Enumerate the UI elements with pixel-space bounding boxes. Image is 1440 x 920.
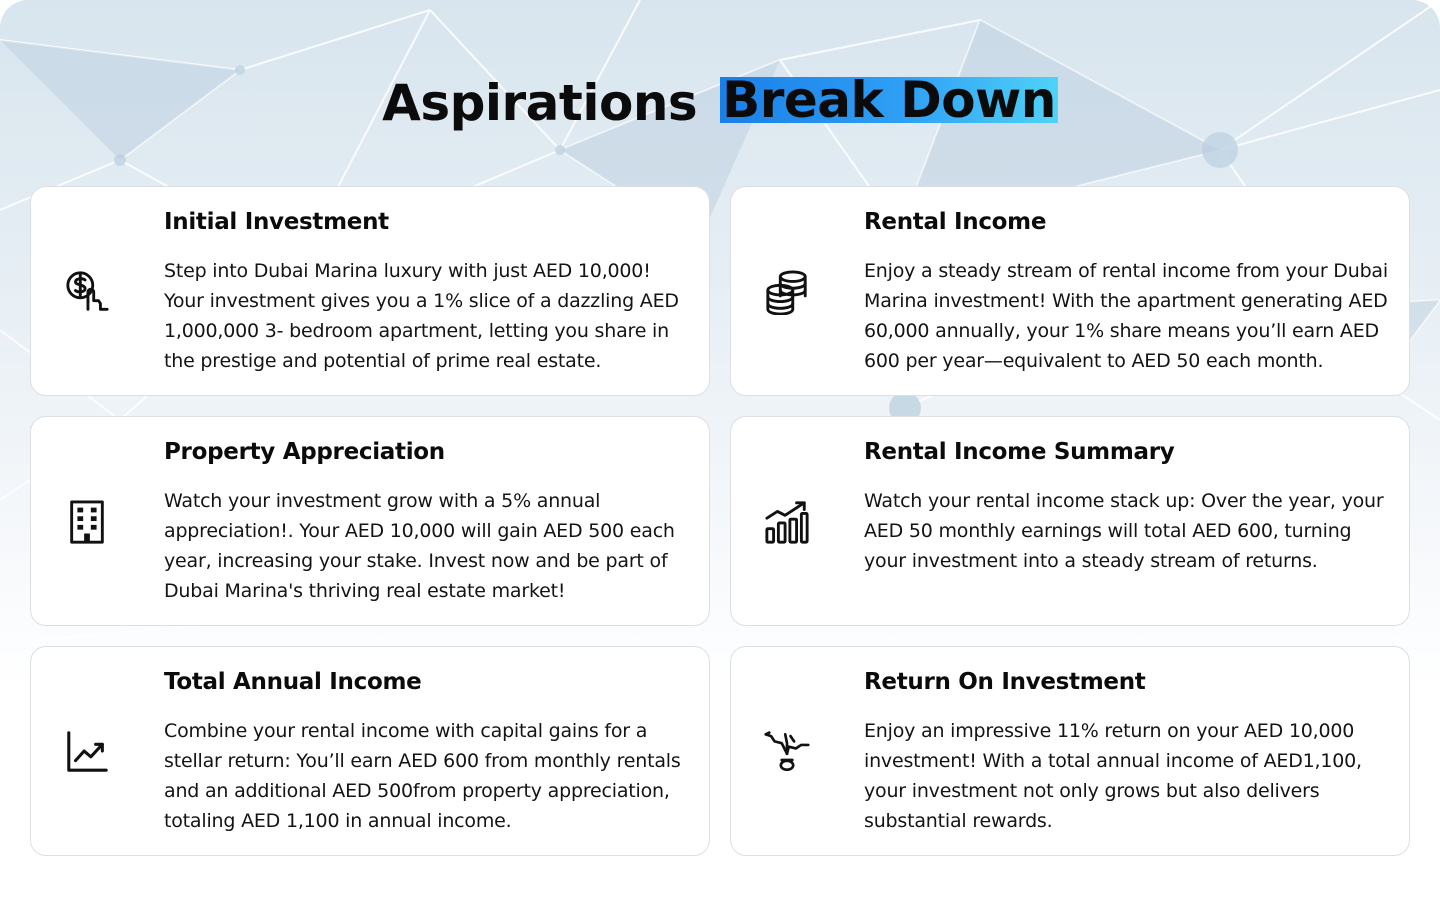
trend-line-icon <box>61 647 113 857</box>
card-title: Initial Investment <box>164 209 389 235</box>
card-body: Enjoy a steady stream of rental income f… <box>864 260 1388 372</box>
card-rental-income-summary: Rental Income Summary Watch your rental … <box>730 416 1410 626</box>
card-title: Rental Income <box>864 209 1047 235</box>
bar-chart-growth-icon <box>761 417 813 627</box>
cards-grid: Initial Investment Step into Dubai Marin… <box>30 186 1410 856</box>
dollar-hand-icon <box>61 187 113 397</box>
coins-stack-icon <box>761 187 813 397</box>
card-body: Watch your rental income stack up: Over … <box>864 490 1384 572</box>
card-rental-income: Rental Income Enjoy a steady stream of r… <box>730 186 1410 396</box>
card-title: Return On Investment <box>864 669 1146 695</box>
page-title: Aspirations Break Down <box>0 70 1440 136</box>
card-initial-investment: Initial Investment Step into Dubai Marin… <box>30 186 710 396</box>
card-title: Total Annual Income <box>164 669 422 695</box>
card-body: Combine your rental income with capital … <box>164 720 681 832</box>
card-body: Enjoy an impressive 11% return on your A… <box>864 720 1362 832</box>
card-title: Rental Income Summary <box>864 439 1175 465</box>
roi-arrows-icon <box>761 647 813 857</box>
card-title: Property Appreciation <box>164 439 445 465</box>
card-property-appreciation: Property Appreciation Watch your investm… <box>30 416 710 626</box>
card-return-on-investment: Return On Investment Enjoy an impressive… <box>730 646 1410 856</box>
building-icon <box>61 417 113 627</box>
page-title-highlight: Break Down <box>720 71 1058 129</box>
page-title-plain: Aspirations <box>382 74 698 132</box>
card-body: Watch your investment grow with a 5% ann… <box>164 490 675 602</box>
card-body: Step into Dubai Marina luxury with just … <box>164 260 679 372</box>
card-total-annual-income: Total Annual Income Combine your rental … <box>30 646 710 856</box>
